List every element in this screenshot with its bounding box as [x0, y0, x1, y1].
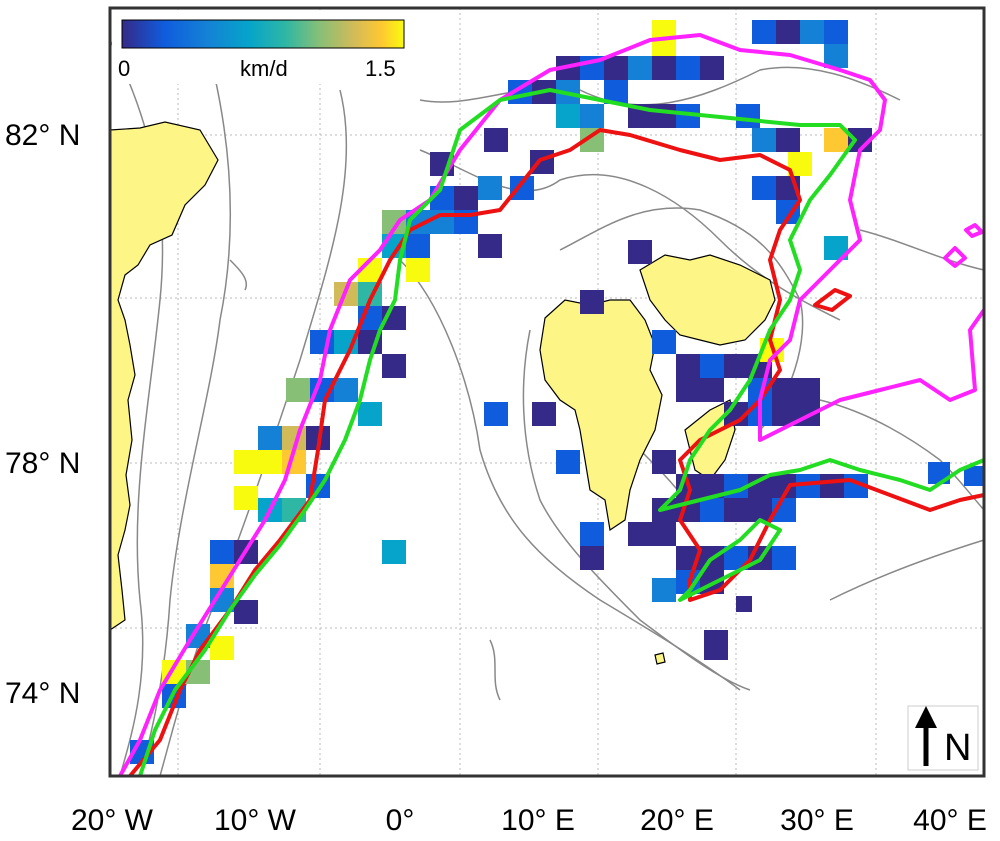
ice-edge-lines: [118, 33, 986, 778]
north-arrow-label: N: [944, 727, 971, 769]
red-edge-line: [128, 128, 985, 778]
lat-label-74n: 74° N: [5, 677, 80, 710]
north-arrow-box: [907, 705, 979, 771]
svalbard-northeast: [639, 254, 776, 346]
magenta-small-loop: [943, 246, 967, 268]
lat-label-82n: 82° N: [5, 119, 80, 152]
green-edge-line: [138, 88, 985, 777]
lon-label-10e: 10° E: [501, 804, 575, 837]
map-border: [108, 6, 986, 778]
north-arrow-icon: [915, 706, 937, 766]
lon-label-0: 0°: [386, 804, 415, 837]
colorbar: 0 km/d 1.5: [112, 12, 410, 84]
lat-label-78n: 78° N: [5, 447, 80, 480]
colorbar-unit-label: km/d: [240, 56, 288, 81]
colorbar-min-label: 0: [118, 56, 130, 81]
lon-label-30e: 30° E: [780, 804, 854, 837]
colorbar-gradient: [121, 19, 405, 49]
green-lower-loop: [678, 518, 782, 602]
north-arrow: N: [907, 705, 979, 771]
franz-josef-island: [654, 652, 666, 665]
lon-label-10w: 10° W: [214, 804, 297, 837]
graticule: [110, 8, 984, 776]
magenta-edge-line: [118, 33, 986, 777]
greenland-coast: [109, 121, 219, 632]
map-background: [110, 8, 984, 776]
lon-label-20w: 20° W: [71, 804, 154, 837]
colorbar-max-label: 1.5: [365, 56, 396, 81]
magenta-small-loop-2: [964, 223, 984, 238]
land-masses: [109, 121, 776, 665]
svalbard-west: [539, 299, 663, 532]
red-small-loop: [813, 288, 852, 312]
lon-label-40e: 40° E: [913, 804, 987, 837]
lon-label-20e: 20° E: [640, 804, 714, 837]
